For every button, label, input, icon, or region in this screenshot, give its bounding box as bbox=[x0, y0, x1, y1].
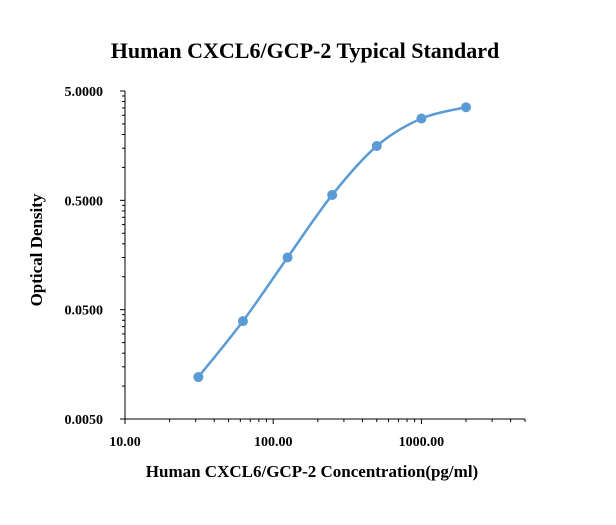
data-point bbox=[193, 372, 204, 383]
y-tick-label: 0.0500 bbox=[65, 304, 104, 319]
data-point bbox=[371, 141, 382, 152]
data-point bbox=[237, 316, 248, 327]
data-point bbox=[282, 252, 293, 263]
data-point bbox=[327, 189, 338, 200]
x-tick-label: 10.00 bbox=[109, 435, 141, 450]
chart-title: Human CXCL6/GCP-2 Typical Standard bbox=[111, 38, 500, 63]
y-tick-label: 5.0000 bbox=[65, 85, 104, 100]
x-tick-label: 100.00 bbox=[254, 435, 293, 450]
y-tick-label: 0.5000 bbox=[65, 194, 104, 209]
ticks: 0.0050 0.0500 0.5000 5.0000 10.00 100.00 1000.… bbox=[65, 85, 526, 450]
y-tick-label: 0.0050 bbox=[65, 413, 104, 428]
y-axis-title: Optical Density bbox=[27, 193, 46, 306]
x-tick-label: 1000.00 bbox=[399, 435, 445, 450]
data-point bbox=[461, 102, 472, 113]
axes bbox=[124, 91, 525, 420]
data-point bbox=[416, 113, 427, 124]
series-line bbox=[197, 106, 467, 378]
x-axis-title: Human CXCL6/GCP-2 Concentration(pg/ml) bbox=[146, 462, 478, 481]
series-layer bbox=[193, 102, 472, 383]
